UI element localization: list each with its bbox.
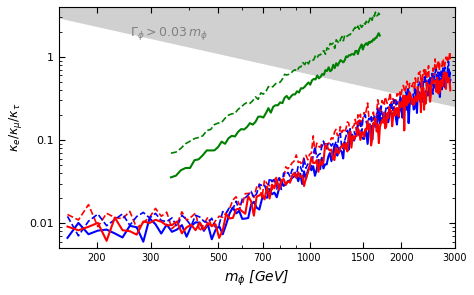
Text: $\Gamma_\phi > 0.03\, m_\phi$: $\Gamma_\phi > 0.03\, m_\phi$ [130,25,208,42]
X-axis label: $m_{\phi}$ [GeV]: $m_{\phi}$ [GeV] [224,269,290,288]
Y-axis label: $\kappa_e/\kappa_\mu/\kappa_\tau$: $\kappa_e/\kappa_\mu/\kappa_\tau$ [7,103,24,153]
